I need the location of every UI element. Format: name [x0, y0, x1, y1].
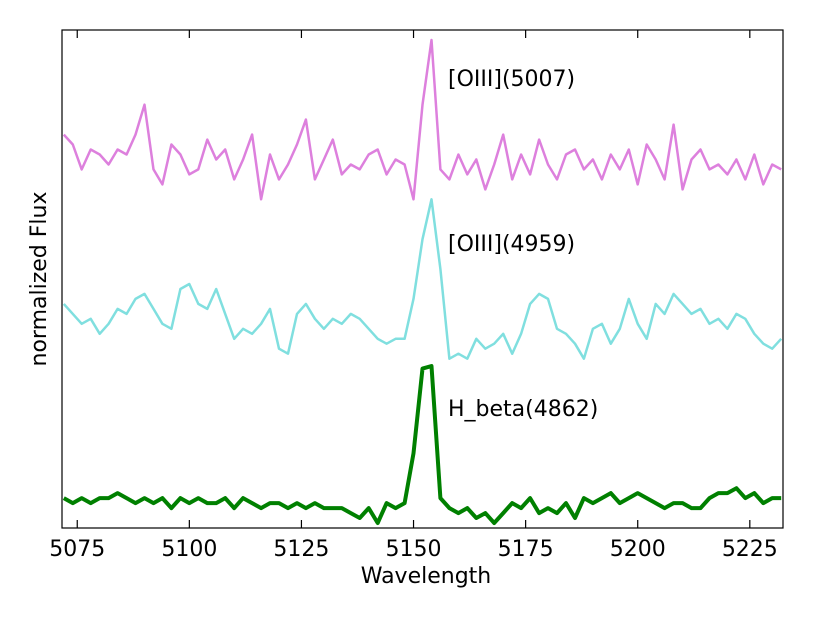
x-tick-label: 5225: [722, 537, 778, 562]
x-tick-label: 5125: [273, 537, 329, 562]
series-line: [62, 38, 782, 201]
series-label: H_beta(4862): [448, 397, 598, 422]
series-label: [OIII](4959): [448, 232, 575, 257]
x-axis-label: Wavelength: [361, 564, 492, 589]
y-axis-label: normalized Flux: [27, 192, 52, 367]
x-tick-label: 5100: [161, 537, 217, 562]
series-line: [62, 198, 783, 360]
x-tick-label: 5075: [49, 537, 105, 562]
series-label: [OIII](5007): [448, 67, 575, 92]
series-line: [62, 364, 782, 525]
x-tick-label: 5200: [610, 537, 666, 562]
plot-frame: [61, 29, 784, 529]
x-tick-label: 5175: [498, 537, 554, 562]
x-tick-label: 5150: [386, 537, 442, 562]
